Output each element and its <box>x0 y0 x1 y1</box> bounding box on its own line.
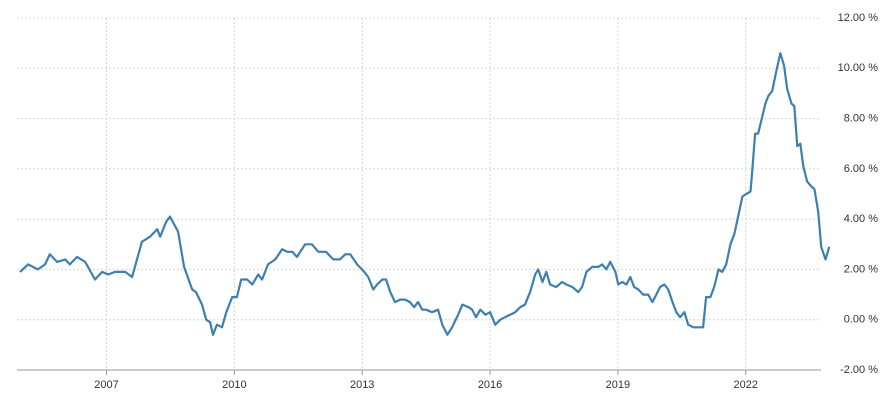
y-tick-label: 8.00 % <box>844 112 878 124</box>
y-tick-label: -2.00 % <box>840 364 878 376</box>
y-tick-label: 10.00 % <box>838 62 879 74</box>
y-tick-label: 6.00 % <box>844 163 878 175</box>
y-tick-label: 4.00 % <box>844 213 878 225</box>
x-tick-label: 2007 <box>94 379 118 391</box>
data-line <box>19 52 831 336</box>
x-tick-label: 2010 <box>222 379 246 391</box>
x-tick-label: 2019 <box>606 379 630 391</box>
x-tick-label: 2022 <box>734 379 758 391</box>
x-tick-label: 2016 <box>478 379 502 391</box>
y-tick-label: 0.00 % <box>844 314 878 326</box>
x-tick-label: 2013 <box>350 379 374 391</box>
y-tick-label: 2.00 % <box>844 263 878 275</box>
y-tick-label: 12.00 % <box>838 12 879 24</box>
